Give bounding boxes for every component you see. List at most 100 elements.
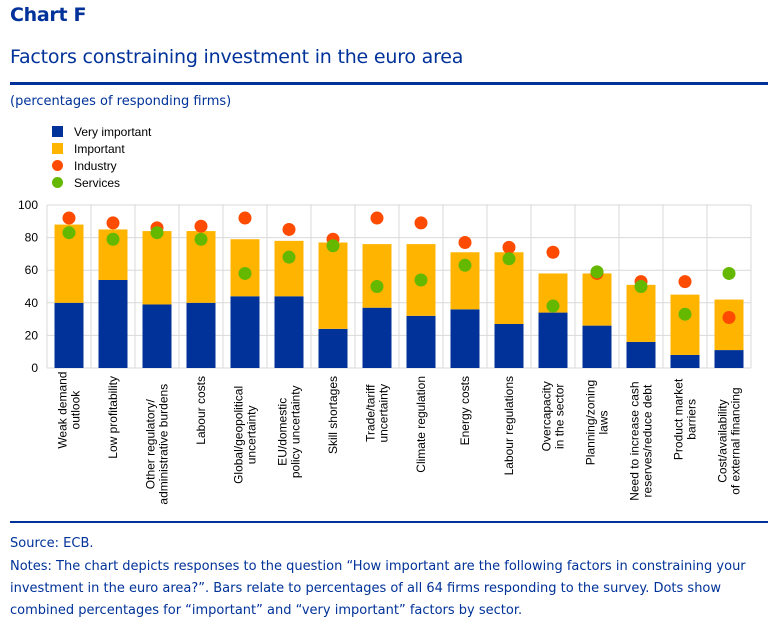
- x-tick-label-line: laws: [597, 410, 611, 434]
- bar-important: [362, 244, 392, 308]
- x-tick-label-line: policy uncertainty: [289, 385, 303, 478]
- chart-label: Chart F: [10, 4, 87, 26]
- bar-very-important: [714, 350, 744, 368]
- dot-services: [502, 252, 516, 266]
- bar-important: [714, 299, 744, 351]
- legend-dot-industry: [52, 160, 63, 171]
- x-tick-label-line: Cost/availability: [716, 399, 730, 482]
- notes-text: Notes: The chart depicts responses to th…: [10, 559, 746, 618]
- x-tick-label-line: Labour costs: [194, 376, 208, 445]
- dot-services: [458, 258, 472, 272]
- x-tick-label: EU/domesticpolicy uncertainty: [276, 385, 303, 478]
- bar-very-important: [54, 302, 84, 368]
- legend-label: Important: [74, 141, 125, 156]
- bar-very-important: [98, 279, 128, 368]
- legend-item-services: Services: [52, 174, 151, 191]
- x-tick-label-line: Climate regulation: [414, 376, 428, 473]
- x-tick-label: Cost/availabilityof external financing: [716, 387, 743, 494]
- x-tick-label-line: uncertainty: [245, 406, 259, 465]
- dot-industry: [106, 216, 120, 230]
- source-note: Source: ECB.: [10, 536, 94, 551]
- dot-services: [722, 266, 736, 280]
- x-tick-label: Trade/tariffuncertainty: [364, 384, 391, 443]
- x-tick-label-line: uncertainty: [377, 384, 391, 443]
- x-tick-label-line: EU/domestic: [276, 398, 290, 466]
- dot-industry: [370, 211, 384, 225]
- dot-industry: [62, 211, 76, 225]
- bar-important: [274, 240, 304, 297]
- x-tick-label-line: outlook: [69, 390, 83, 430]
- bar-very-important: [406, 315, 436, 368]
- legend: Very important Important Industry Servic…: [52, 123, 151, 191]
- bar-very-important: [230, 296, 260, 368]
- dot-services: [414, 273, 428, 287]
- x-tick-label: Labour costs: [194, 376, 208, 445]
- x-tick-label: Other regulatory/administrative burdens: [144, 384, 171, 505]
- y-tick-label: 100: [18, 198, 38, 212]
- x-tick-label-line: Energy costs: [458, 376, 472, 445]
- bar-very-important: [142, 304, 172, 368]
- footer-divider: [10, 521, 768, 523]
- bar-very-important: [670, 354, 700, 368]
- legend-swatch-very-important: [52, 126, 63, 137]
- x-tick-label: Climate regulation: [414, 376, 428, 473]
- y-tick-label: 20: [25, 328, 39, 342]
- dot-services: [150, 226, 164, 240]
- x-tick-label-line: Labour regulations: [502, 376, 516, 475]
- dot-services: [62, 226, 76, 240]
- legend-item-industry: Industry: [52, 157, 151, 174]
- x-tick-label: Skill shortages: [326, 376, 340, 454]
- x-tick-label-line: of external financing: [729, 387, 743, 494]
- x-tick-label: Low profitability: [106, 376, 120, 459]
- x-tick-label: Need to increase cashreserves/reduce deb…: [628, 381, 655, 500]
- x-tick-label-line: in the sector: [553, 384, 567, 449]
- chart-title: Factors constraining investment in the e…: [10, 46, 464, 68]
- x-tick-label-line: reserves/reduce debt: [641, 384, 655, 497]
- dot-services: [590, 265, 604, 279]
- legend-label: Services: [74, 175, 121, 190]
- x-tick-label-line: administrative burdens: [157, 384, 171, 505]
- x-tick-label: Labour regulations: [502, 376, 516, 475]
- bar-important: [670, 294, 700, 355]
- x-tick-label-line: Weak demand: [56, 372, 70, 449]
- x-tick-label: Energy costs: [458, 376, 472, 445]
- x-tick-label: Weak demandoutlook: [56, 372, 83, 449]
- title-divider: [10, 82, 768, 85]
- legend-item-important: Important: [52, 140, 151, 157]
- bar-important: [142, 231, 172, 305]
- x-tick-label-line: Global/geopolitical: [232, 386, 246, 484]
- bar-very-important: [450, 309, 480, 368]
- dot-services: [238, 266, 252, 280]
- legend-label: Industry: [74, 158, 117, 173]
- bar-important: [582, 273, 612, 326]
- dot-services: [326, 239, 340, 253]
- x-tick-label: Overcapacityin the sector: [540, 381, 567, 451]
- x-tick-label: Planning/zoninglaws: [584, 380, 611, 465]
- bar-very-important: [186, 302, 216, 368]
- dot-services: [546, 299, 560, 313]
- bar-important: [318, 242, 348, 329]
- dot-industry: [238, 211, 252, 225]
- legend-label: Very important: [74, 124, 152, 139]
- dot-industry: [414, 216, 428, 230]
- legend-swatch-important: [52, 143, 63, 154]
- bar-very-important: [362, 307, 392, 368]
- y-tick-label: 0: [31, 361, 38, 375]
- dot-industry: [194, 219, 208, 233]
- x-tick-label-line: Planning/zoning: [584, 380, 598, 465]
- dot-services: [194, 232, 208, 246]
- bar-important: [626, 284, 656, 342]
- x-tick-label: Product marketbarriers: [672, 378, 699, 460]
- x-tick-label-line: Other regulatory/: [144, 399, 158, 490]
- x-tick-label-line: Product market: [672, 378, 686, 460]
- dot-industry: [722, 310, 736, 324]
- x-tick-label-line: Skill shortages: [326, 376, 340, 454]
- x-tick-label-line: barriers: [685, 399, 699, 440]
- units-label: (percentages of responding firms): [10, 94, 232, 109]
- bar-very-important: [582, 325, 612, 368]
- chart-plot: 0 20 40 60 80 100 Weak demandoutlook Low profit…: [18, 198, 752, 505]
- dot-services: [678, 307, 692, 321]
- dot-services: [106, 232, 120, 246]
- x-tick-label: Global/geopoliticaluncertainty: [232, 386, 259, 484]
- bar-very-important: [626, 341, 656, 368]
